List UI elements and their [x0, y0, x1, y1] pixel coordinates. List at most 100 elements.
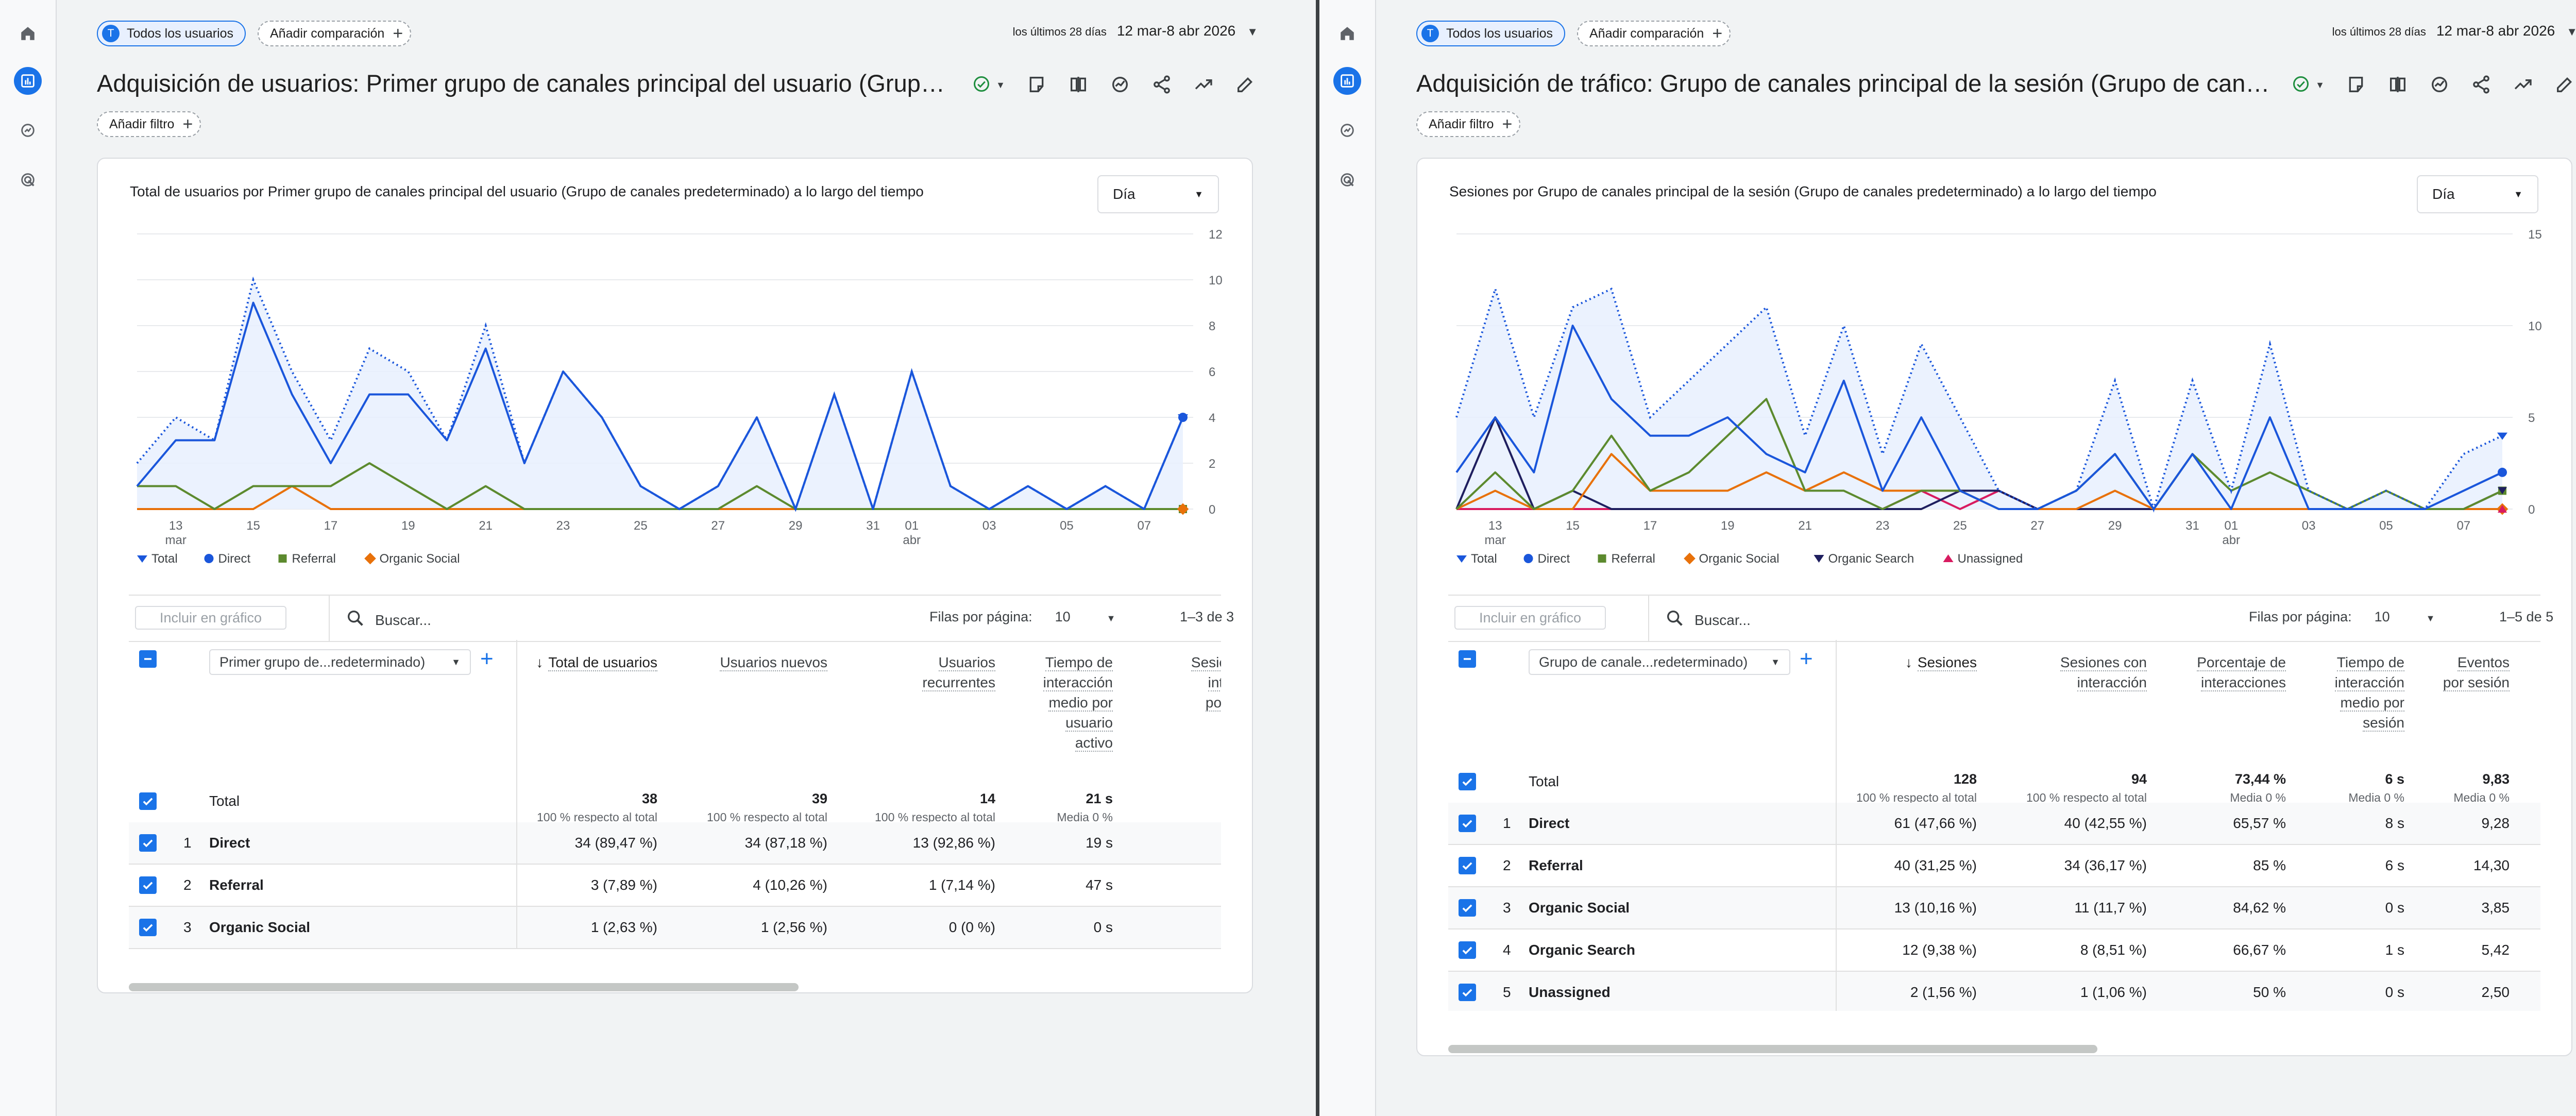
search-input[interactable]: Buscar... — [1694, 612, 1751, 628]
edit-icon[interactable] — [1233, 72, 1258, 97]
table-row[interactable]: 1 Direct 61 (47,66 %) 40 (42,55 %) 65,57 % 8 … — [1448, 803, 2540, 845]
date-range-picker[interactable]: los últimos 28 días 12 mar-8 abr 2026 ▼ — [2332, 23, 2576, 39]
home-icon[interactable] — [14, 20, 42, 47]
y-tick-label: 5 — [2528, 411, 2535, 425]
legend-item-organic-social[interactable]: Organic Social — [364, 552, 460, 566]
row-checkbox[interactable] — [1459, 984, 1476, 1001]
reports-icon[interactable] — [1333, 67, 1361, 95]
row-checkbox[interactable] — [139, 919, 157, 936]
series-end-marker-total — [2497, 432, 2507, 440]
table-row[interactable]: 4 Organic Search 12 (9,38 %) 8 (8,51 %) 66,6… — [1448, 929, 2540, 972]
search-input[interactable]: Buscar... — [375, 612, 431, 628]
select-all-checkbox[interactable] — [1459, 650, 1476, 668]
trend-icon[interactable] — [2511, 72, 2535, 97]
table-row[interactable]: 3 Organic Social 13 (10,16 %) 11 (11,7 %) 84… — [1448, 887, 2540, 929]
row-checkbox[interactable] — [1459, 941, 1476, 959]
legend-item-referral[interactable]: Referral — [278, 552, 336, 566]
granularity-select[interactable]: Día ▼ — [2417, 175, 2538, 213]
column-header[interactable]: Usuarios nuevos — [693, 652, 827, 672]
report-status-button[interactable]: ▼ — [2280, 72, 2336, 98]
legend-item-organic-social[interactable]: Organic Social — [1684, 552, 1780, 566]
granularity-select[interactable]: Día ▼ — [1097, 175, 1219, 213]
row-checkbox[interactable] — [139, 834, 157, 852]
legend-item-referral[interactable]: Referral — [1598, 552, 1655, 566]
date-range-picker[interactable]: los últimos 28 días 12 mar-8 abr 2026 ▼ — [1013, 23, 1258, 39]
table-row[interactable]: 5 Unassigned 2 (1,56 %) 1 (1,06 %) 50 % 0 s 2,… — [1448, 972, 2540, 1011]
horizontal-scrollbar[interactable] — [1448, 1045, 2097, 1053]
legend-label: Organic Social — [380, 552, 460, 566]
column-header-label: Usuarios recurrentes — [922, 654, 995, 691]
table-row[interactable]: 2 Referral 40 (31,25 %) 34 (36,17 %) 85 % 6 s… — [1448, 845, 2540, 887]
column-header[interactable]: Porcentaje de interacciones — [2173, 652, 2286, 692]
reports-icon[interactable] — [14, 67, 42, 95]
table-row[interactable]: 1 Direct 34 (89,47 %) 34 (87,18 %) 13 (92,86… — [129, 822, 1221, 865]
share-icon[interactable] — [2469, 72, 2494, 97]
table-search[interactable]: Buscar... — [345, 608, 431, 632]
legend-item-direct[interactable]: Direct — [1523, 552, 1570, 566]
table-search[interactable]: Buscar... — [1665, 608, 1751, 632]
horizontal-scrollbar[interactable] — [129, 983, 799, 991]
compare-icon[interactable] — [2385, 72, 2410, 97]
column-header[interactable]: Sesiones con interacción por usuario act… — [1190, 652, 1221, 733]
explore-icon[interactable] — [14, 116, 42, 144]
add-comparison-button[interactable]: Añadir comparación + — [1577, 21, 1731, 46]
total-subtext: Media 0 % — [2453, 791, 2510, 804]
add-filter-button[interactable]: Añadir filtro + — [97, 111, 201, 137]
chart-title: Sesiones por Grupo de canales principal … — [1449, 183, 2157, 199]
table-row[interactable]: 3 Organic Social 1 (2,63 %) 1 (2,56 %) 0 (0 … — [129, 907, 1221, 949]
comparison-chip-all-users[interactable]: T Todos los usuarios — [1416, 21, 1566, 46]
legend-item-total[interactable]: Total — [137, 552, 178, 566]
note-icon[interactable] — [1024, 72, 1049, 97]
trend-icon[interactable] — [1191, 72, 1216, 97]
column-header[interactable]: ↓ Sesiones — [1874, 652, 1977, 672]
rows-per-page-select[interactable]: Filas por página: 10 ▼ — [2249, 609, 2435, 625]
series-end-marker-organic-search — [2498, 487, 2507, 495]
row-checkbox[interactable] — [139, 876, 157, 894]
share-icon[interactable] — [1149, 72, 1174, 97]
caret-down-icon: ▼ — [451, 656, 461, 667]
table-row[interactable]: 2 Referral 3 (7,89 %) 4 (10,26 %) 1 (7,14 %)… — [129, 865, 1221, 907]
include-in-chart-button[interactable]: Incluir en gráfico — [135, 606, 286, 630]
insights-icon[interactable] — [1108, 72, 1132, 97]
add-comparison-button[interactable]: Añadir comparación + — [258, 21, 412, 46]
select-all-checkbox[interactable] — [139, 650, 157, 668]
comparison-chip-all-users[interactable]: T Todos los usuarios — [97, 21, 246, 46]
column-header[interactable]: Sesiones con interacción — [2023, 652, 2147, 692]
dimension-select[interactable]: Primer grupo de...redeterminado) ▼ — [209, 649, 471, 675]
compare-icon[interactable] — [1066, 72, 1091, 97]
include-in-chart-button[interactable]: Incluir en gráfico — [1454, 606, 1606, 630]
row-checkbox[interactable] — [1459, 899, 1476, 917]
advertising-icon[interactable] — [1333, 166, 1361, 194]
rows-per-page-select[interactable]: Filas por página: 10 ▼ — [929, 609, 1115, 625]
add-dimension-button[interactable]: + — [480, 646, 494, 671]
home-icon[interactable] — [1333, 20, 1361, 47]
advertising-icon[interactable] — [14, 166, 42, 194]
legend-item-organic-search[interactable]: Organic Search — [1814, 552, 1914, 566]
search-icon — [1665, 608, 1694, 632]
row-metric-cell: 11 (11,7 %) — [2074, 900, 2147, 916]
legend-item-total[interactable]: Total — [1456, 552, 1497, 566]
column-header[interactable]: Usuarios recurrentes — [882, 652, 995, 692]
series-line-referral — [137, 462, 1183, 510]
add-dimension-button[interactable]: + — [1800, 646, 1813, 671]
column-header[interactable]: Tiempo de interacción medio por usuario … — [1025, 652, 1113, 753]
x-tick-label: 05 — [2379, 519, 2393, 533]
totals-checkbox[interactable] — [1459, 773, 1476, 790]
edit-icon[interactable] — [2552, 72, 2576, 97]
report-status-button[interactable]: ▼ — [960, 72, 1017, 98]
row-checkbox[interactable] — [1459, 857, 1476, 874]
column-header[interactable]: Tiempo de interacción medio por sesión — [2301, 652, 2404, 733]
add-filter-button[interactable]: Añadir filtro + — [1416, 111, 1521, 137]
row-checkbox[interactable] — [1459, 815, 1476, 832]
insights-icon[interactable] — [2427, 72, 2452, 97]
series-area-total — [137, 280, 1183, 509]
legend-item-direct[interactable]: Direct — [204, 552, 251, 566]
legend-item-unassigned[interactable]: Unassigned — [1943, 552, 2023, 566]
totals-checkbox[interactable] — [139, 792, 157, 810]
note-icon[interactable] — [2344, 72, 2368, 97]
column-header[interactable]: ↓ Total de usuarios — [518, 652, 657, 672]
dimension-select[interactable]: Grupo de canale...redeterminado) ▼ — [1529, 649, 1790, 675]
explore-icon[interactable] — [1333, 116, 1361, 144]
column-header[interactable]: Eventos por sesión — [2437, 652, 2510, 692]
